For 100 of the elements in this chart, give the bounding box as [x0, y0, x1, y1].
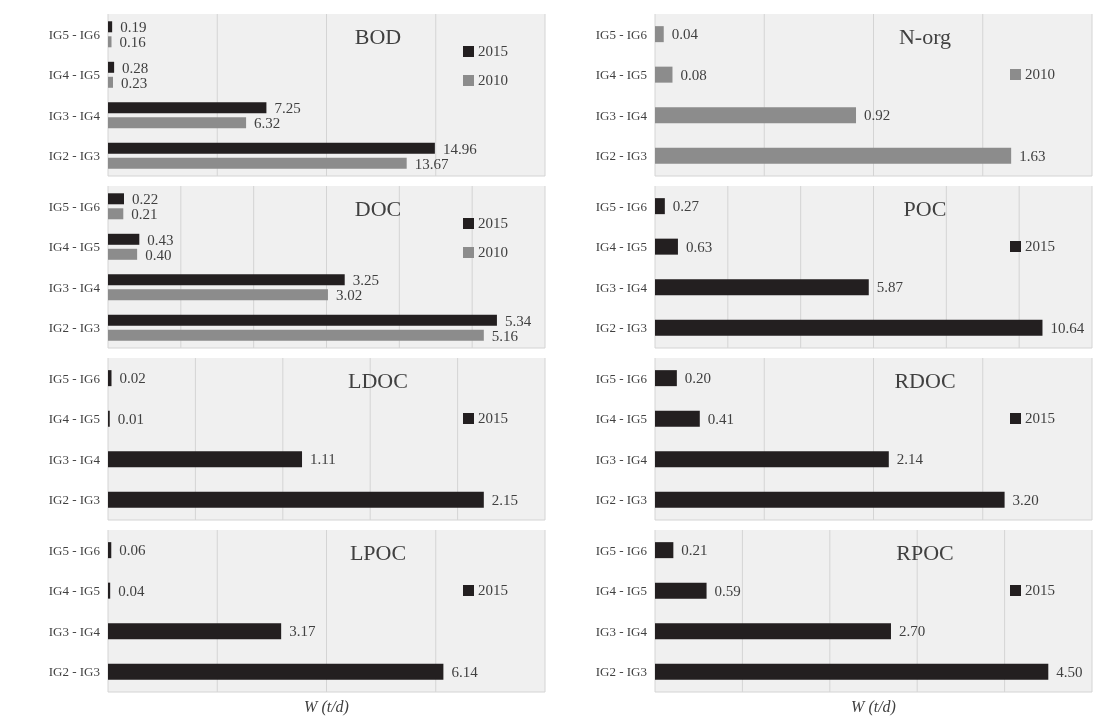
y-tick-label: IG5 - IG6	[595, 370, 648, 386]
y-tick-label: IG2 - IG3	[595, 320, 647, 336]
data-label: 0.41	[707, 410, 735, 427]
legend-label: 2015	[478, 43, 508, 60]
y-tick-label: IG3 - IG4	[595, 451, 648, 467]
data-label: 1.11	[310, 451, 336, 468]
data-label: 10.64	[1050, 319, 1085, 336]
data-label: 0.21	[131, 206, 158, 223]
data-label: 3.20	[1012, 491, 1039, 508]
data-label: 6.14	[451, 663, 479, 680]
y-tick-label: IG4 - IG5	[48, 67, 100, 83]
bar	[108, 61, 115, 73]
y-tick-label: IG4 - IG5	[595, 583, 647, 599]
y-tick-label: IG3 - IG4	[48, 107, 101, 123]
bar	[655, 370, 677, 387]
bar	[108, 208, 124, 220]
data-label: 0.19	[120, 19, 147, 36]
x-axis-title: W (t/d)	[303, 697, 350, 717]
legend-label: 2010	[478, 72, 508, 89]
data-label: 0.23	[121, 74, 148, 91]
bar	[655, 319, 1043, 336]
bar	[655, 279, 869, 296]
data-label: 0.63	[685, 238, 713, 255]
y-tick-label: IG4 - IG5	[48, 583, 100, 599]
bar	[655, 410, 700, 427]
data-label: 0.20	[684, 370, 712, 387]
data-label: 2.14	[896, 451, 924, 468]
bar	[655, 107, 857, 124]
data-label: 0.28	[122, 59, 149, 76]
bar	[655, 66, 673, 83]
y-tick-label: IG2 - IG3	[48, 320, 100, 336]
data-label: 4.50	[1056, 663, 1083, 680]
y-tick-label: IG5 - IG6	[595, 26, 648, 42]
legend-label: 2015	[1025, 410, 1055, 427]
legend-label: 2015	[1025, 582, 1055, 599]
y-tick-label: IG3 - IG4	[595, 623, 648, 639]
data-label: 3.25	[352, 272, 379, 289]
y-tick-label: IG5 - IG6	[595, 198, 648, 214]
data-label: 7.25	[274, 100, 301, 117]
legend-label: 2010	[1025, 66, 1055, 83]
y-tick-label: IG4 - IG5	[595, 67, 647, 83]
bar	[108, 233, 140, 245]
y-tick-label: IG2 - IG3	[595, 664, 647, 680]
bar	[655, 542, 674, 559]
y-tick-label: IG3 - IG4	[595, 279, 648, 295]
y-tick-label: IG5 - IG6	[48, 198, 101, 214]
y-tick-label: IG4 - IG5	[48, 411, 100, 427]
y-tick-label: IG5 - IG6	[48, 26, 101, 42]
data-label: 0.43	[147, 231, 174, 248]
y-tick-label: IG4 - IG5	[595, 239, 647, 255]
bar	[655, 147, 1012, 164]
data-label: 0.01	[117, 410, 144, 427]
legend-label: 2010	[478, 244, 508, 261]
legend-label: 2015	[478, 215, 508, 232]
bar	[108, 21, 113, 33]
bar	[655, 238, 678, 255]
y-tick-label: IG3 - IG4	[48, 279, 101, 295]
data-label: 0.16	[119, 34, 147, 51]
data-label: 3.17	[289, 623, 316, 640]
data-label: 0.06	[119, 542, 147, 559]
bar	[108, 542, 112, 559]
bar	[108, 582, 111, 599]
x-axis-title: W (t/d)	[850, 697, 897, 717]
y-tick-label: IG2 - IG3	[595, 492, 647, 508]
data-label: 13.67	[414, 155, 449, 172]
data-label: 5.16	[491, 327, 519, 344]
bar	[655, 198, 665, 215]
y-tick-label: IG2 - IG3	[48, 148, 100, 164]
data-label: 0.21	[681, 542, 708, 559]
y-tick-label: IG5 - IG6	[595, 542, 648, 558]
bar	[108, 193, 125, 205]
bar	[655, 623, 891, 640]
y-tick-label: IG4 - IG5	[595, 411, 647, 427]
y-tick-label: IG2 - IG3	[48, 492, 100, 508]
bar	[108, 663, 444, 680]
text: LDOC	[347, 368, 409, 394]
text: N-org	[897, 24, 953, 50]
bar	[655, 582, 707, 599]
bar	[655, 491, 1005, 508]
bar	[108, 623, 282, 640]
bar	[108, 248, 138, 260]
bar	[655, 26, 664, 43]
data-label: 0.22	[132, 191, 159, 208]
bar	[108, 451, 303, 468]
legend-label: 2015	[1025, 238, 1055, 255]
bar	[108, 289, 328, 301]
text: RPOC	[895, 540, 955, 566]
data-label: 0.08	[680, 66, 707, 83]
legend-label: 2015	[478, 582, 508, 599]
bar	[108, 329, 484, 341]
text: LPOC	[348, 540, 408, 566]
bar	[655, 451, 889, 468]
text: RDOC	[893, 368, 957, 394]
data-label: 14.96	[442, 140, 478, 157]
legend-label: 2015	[478, 410, 508, 427]
bar	[108, 274, 345, 286]
y-tick-label: IG2 - IG3	[595, 148, 647, 164]
data-label: 2.70	[898, 623, 926, 640]
bar	[108, 491, 484, 508]
bar	[655, 663, 1049, 680]
